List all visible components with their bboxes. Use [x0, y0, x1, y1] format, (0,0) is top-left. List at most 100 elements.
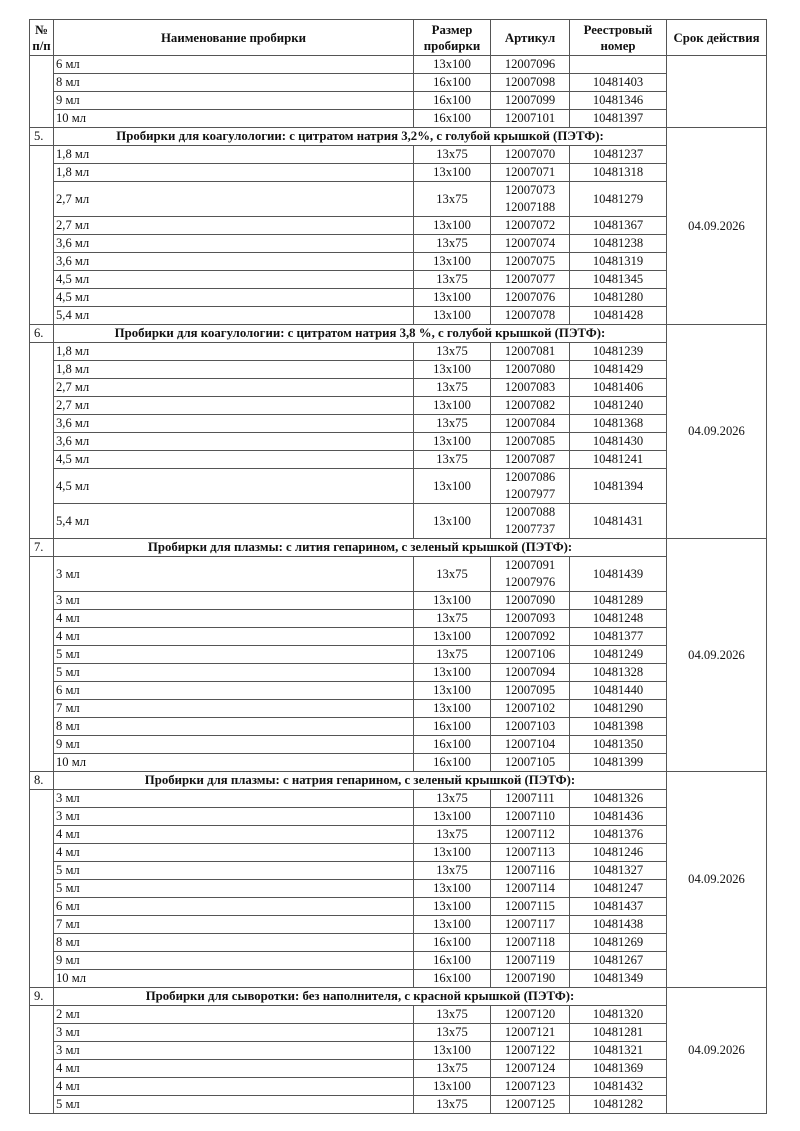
table-row: 10 мл 16x100 12007105 10481399	[30, 753, 767, 772]
tube-size: 13x75	[413, 556, 491, 592]
row-number-empty	[29, 789, 54, 988]
registry-number: 10481368	[569, 414, 667, 433]
registry-number: 10481237	[569, 145, 667, 164]
registry-number: 10481240	[569, 396, 667, 415]
registry-number: 10481349	[569, 969, 667, 988]
registry-number: 10481267	[569, 951, 667, 970]
tubes-table: № п/п Наименование пробирки Размер проби…	[29, 19, 767, 1114]
article-number: 12007124	[504, 1061, 556, 1075]
article-cell: 12007103	[490, 717, 570, 736]
article-number: 12007113	[505, 845, 555, 859]
table-row: 6 мл 13x100 12007095 10481440	[30, 681, 767, 700]
tube-size: 13x100	[413, 360, 491, 379]
table-row: 2,7 мл 13x75 12007083 10481406	[30, 378, 767, 397]
tube-size: 13x100	[413, 699, 491, 718]
table-row: 4,5 мл 13x100 12007076 10481280	[30, 288, 767, 307]
tube-size: 16x100	[413, 969, 491, 988]
tube-name: 2,7 мл	[53, 181, 414, 217]
table-row: 5 мл 13x100 12007094 10481328	[30, 663, 767, 682]
article-number: 12007188	[504, 200, 556, 214]
tube-name: 4,5 мл	[53, 468, 414, 504]
article-number: 12007087	[504, 452, 556, 466]
table-row: 3 мл 13x75 12007091 12007976 10481439	[29, 556, 767, 772]
article-cell: 12007102	[490, 699, 570, 718]
tube-size: 16x100	[413, 933, 491, 952]
table-row: 4,5 мл 13x75 12007077 10481345	[30, 270, 767, 289]
row-number-empty	[29, 556, 54, 772]
tube-size: 13x75	[413, 609, 491, 628]
tube-name: 3 мл	[53, 789, 414, 808]
tube-size: 13x100	[413, 843, 491, 862]
article-cell: 12007093	[490, 609, 570, 628]
tube-name: 2,7 мл	[53, 216, 414, 235]
tube-name: 5,4 мл	[53, 306, 414, 325]
table-row: 7 мл 13x100 12007117 10481438	[30, 915, 767, 934]
article-cell: 12007091 12007976	[490, 556, 570, 592]
tube-size: 13x100	[413, 1041, 491, 1060]
article-number: 12007116	[505, 863, 555, 877]
article-cell: 12007120	[490, 1005, 570, 1024]
article-number: 12007076	[504, 290, 556, 304]
article-cell: 12007088 12007737	[490, 503, 570, 539]
registry-number: 10481397	[569, 109, 667, 128]
section-title: Пробирки для коагулологии: с цитратом на…	[53, 127, 667, 146]
article-number: 12007094	[504, 665, 556, 679]
registry-number: 10481239	[569, 342, 667, 361]
expiry-date: 04.09.2026	[666, 324, 767, 539]
tube-name: 6 мл	[53, 681, 414, 700]
article-number: 12007117	[505, 917, 555, 931]
article-number: 12007122	[504, 1043, 556, 1057]
expiry-date: 04.09.2026	[666, 987, 767, 1114]
article-number: 12007102	[504, 701, 556, 715]
article-cell: 12007096	[490, 55, 570, 74]
article-number: 12007090	[504, 593, 556, 607]
article-number: 12007976	[504, 575, 556, 589]
section-number: 8.	[29, 771, 54, 790]
article-cell: 12007116	[490, 861, 570, 880]
article-cell: 12007121	[490, 1023, 570, 1042]
tube-name: 1,8 мл	[53, 145, 414, 164]
tube-name: 9 мл	[53, 91, 414, 110]
registry-number: 10481439	[569, 556, 667, 592]
tube-name: 3 мл	[53, 556, 414, 592]
article-cell: 12007113	[490, 843, 570, 862]
article-number: 12007104	[504, 737, 556, 751]
article-number: 12007121	[504, 1025, 556, 1039]
article-number: 12007119	[505, 953, 555, 967]
tube-name: 8 мл	[53, 933, 414, 952]
article-number: 12007070	[504, 147, 556, 161]
registry-number: 10481438	[569, 915, 667, 934]
article-number: 12007103	[504, 719, 556, 733]
tube-size: 13x100	[413, 55, 491, 74]
article-number: 12007095	[504, 683, 556, 697]
tube-name: 2,7 мл	[53, 396, 414, 415]
registry-number: 10481281	[569, 1023, 667, 1042]
article-cell: 12007071	[490, 163, 570, 182]
article-number: 12007082	[504, 398, 556, 412]
table-row: 4 мл 13x75 12007093 10481248	[30, 609, 767, 628]
tube-size: 13x75	[413, 378, 491, 397]
tube-name: 4 мл	[53, 1059, 414, 1078]
section-title: Пробирки для сыворотки: без наполнителя,…	[53, 987, 667, 1006]
article-cell: 12007104	[490, 735, 570, 754]
tube-size: 13x75	[413, 1095, 491, 1114]
article-cell: 12007106	[490, 645, 570, 664]
table-row: 3 мл 13x100 12007110 10481436	[30, 807, 767, 826]
section-header-row: 9. Пробирки для сыворотки: без наполнител…	[29, 987, 767, 1114]
tube-name: 3,6 мл	[53, 252, 414, 271]
article-number: 12007101	[504, 111, 556, 125]
table-row: 9 мл 16x100 12007119 10481267	[30, 951, 767, 970]
article-number: 12007977	[504, 487, 556, 501]
table-row: 3 мл 13x100 12007122 10481321	[30, 1041, 767, 1060]
table-row: 4 мл 13x100 12007113 10481246	[30, 843, 767, 862]
registry-number: 10481269	[569, 933, 667, 952]
tube-name: 4 мл	[53, 1077, 414, 1096]
registry-number: 10481321	[569, 1041, 667, 1060]
table-row: 3,6 мл 13x100 12007075 10481319	[30, 252, 767, 271]
section-number: 7.	[29, 538, 54, 557]
section-title: Пробирки для плазмы: с натрия гепарином,…	[53, 771, 667, 790]
registry-number: 10481377	[569, 627, 667, 646]
expiry-date: 04.09.2026	[666, 127, 767, 325]
tube-name: 10 мл	[53, 969, 414, 988]
registry-number: 10481429	[569, 360, 667, 379]
